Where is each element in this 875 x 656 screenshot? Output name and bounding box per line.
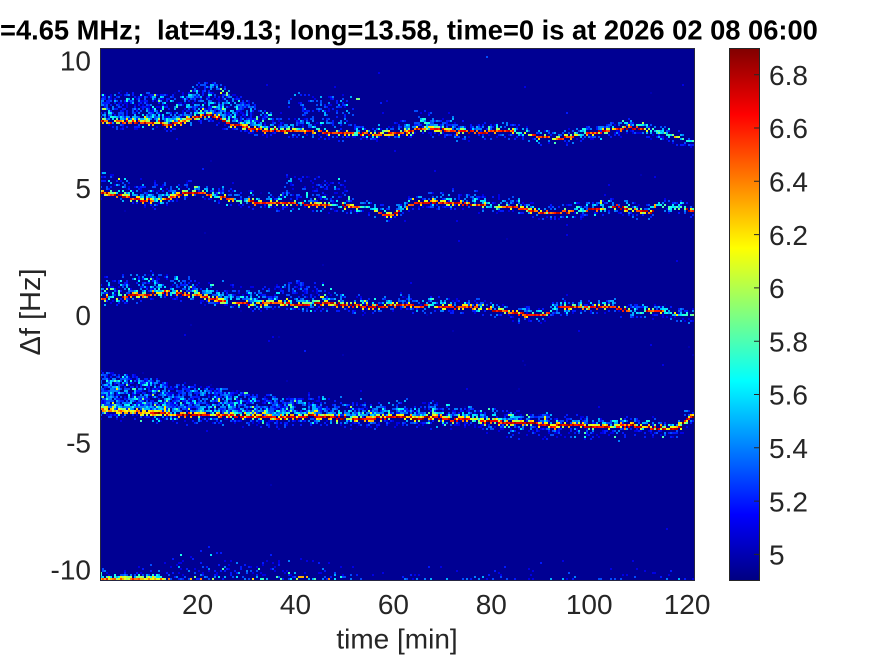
svg-text:100: 100 <box>566 589 613 620</box>
svg-text:6.4: 6.4 <box>769 166 808 197</box>
svg-text:6.8: 6.8 <box>769 60 808 91</box>
svg-text:=4.65 MHz; lat=49.13; long=13: =4.65 MHz; lat=49.13; long=13.58, time=0… <box>0 15 818 46</box>
svg-text:-10: -10 <box>51 555 91 586</box>
svg-text:5.8: 5.8 <box>769 326 808 357</box>
svg-text:Δf [Hz]: Δf [Hz] <box>15 268 47 355</box>
svg-text:10: 10 <box>60 46 91 77</box>
svg-text:5.6: 5.6 <box>769 380 808 411</box>
svg-text:5: 5 <box>769 540 785 571</box>
svg-text:20: 20 <box>182 589 213 620</box>
svg-text:6.6: 6.6 <box>769 113 808 144</box>
svg-text:0: 0 <box>75 300 91 331</box>
svg-text:5.4: 5.4 <box>769 433 808 464</box>
svg-text:-5: -5 <box>66 427 91 458</box>
svg-text:time [min]: time [min] <box>336 624 457 655</box>
svg-text:6: 6 <box>769 273 785 304</box>
svg-text:5.2: 5.2 <box>769 486 808 517</box>
svg-text:120: 120 <box>664 589 711 620</box>
svg-text:60: 60 <box>378 589 409 620</box>
svg-text:6.2: 6.2 <box>769 220 808 251</box>
svg-text:40: 40 <box>280 589 311 620</box>
svg-text:5: 5 <box>75 173 91 204</box>
svg-text:80: 80 <box>476 589 507 620</box>
